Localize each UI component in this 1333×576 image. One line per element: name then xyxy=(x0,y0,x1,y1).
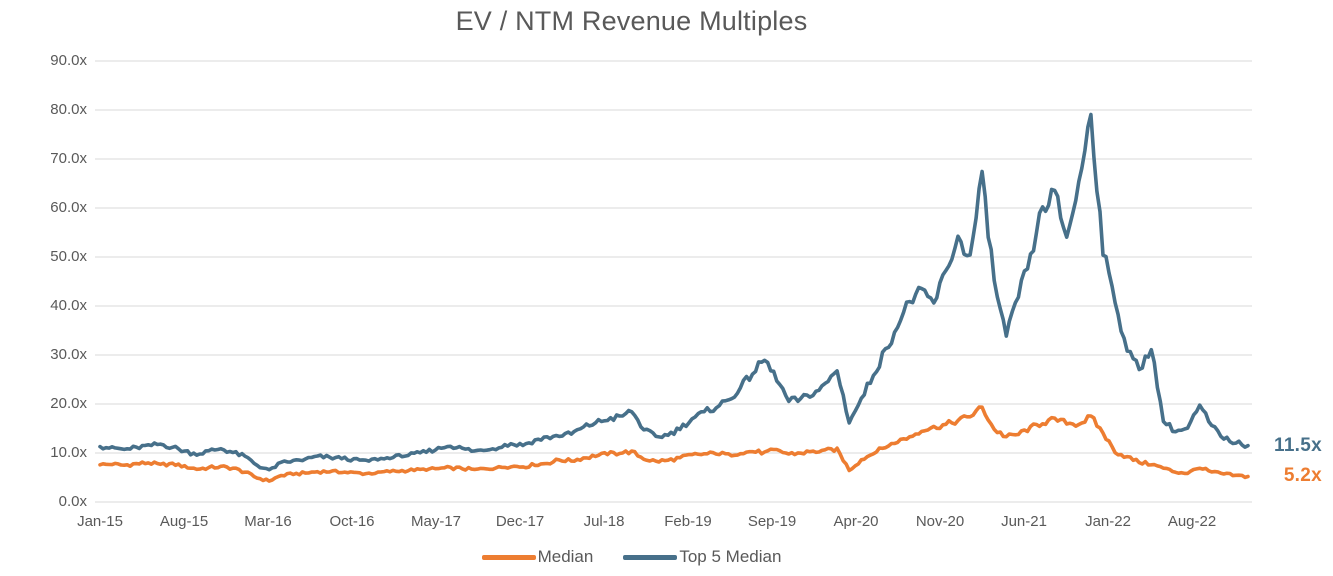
top5-median-end-value-label: 11.5x xyxy=(1274,435,1322,456)
legend-label-top5-median: Top 5 Median xyxy=(679,547,782,566)
legend-item-median: Median xyxy=(481,547,594,567)
y-axis-tick: 0.0x xyxy=(58,493,87,510)
y-axis-tick: 70.0x xyxy=(50,150,87,167)
x-axis-tick: Jul-18 xyxy=(583,513,625,530)
y-axis-tick: 30.0x xyxy=(50,346,87,363)
chart-title: EV / NTM Revenue Multiples xyxy=(455,6,808,36)
y-axis-tick: 50.0x xyxy=(50,248,87,265)
top5-median-series-line xyxy=(98,112,1250,472)
y-axis-tick: 90.0x xyxy=(50,52,87,69)
x-axis-tick: May-17 xyxy=(410,513,462,530)
y-axis-tick: 80.0x xyxy=(50,101,87,118)
x-axis-tick: Feb-19 xyxy=(664,513,712,530)
y-axis-tick: 40.0x xyxy=(50,297,87,314)
x-axis-tick: Sep-19 xyxy=(747,513,797,530)
x-axis-tick: Oct-16 xyxy=(329,513,375,530)
y-axis-tick: 60.0x xyxy=(50,199,87,216)
y-axis-tick: 20.0x xyxy=(50,395,87,412)
median-end-value-label: 5.2x xyxy=(1283,465,1322,486)
x-axis-tick: Apr-20 xyxy=(833,513,879,530)
x-axis-tick: Jun-21 xyxy=(1001,513,1047,530)
x-axis-tick: Nov-20 xyxy=(915,513,965,530)
median-line-swatch-icon xyxy=(481,554,536,560)
x-axis-tick: Mar-16 xyxy=(244,513,292,530)
legend-item-top5-median: Top 5 Median xyxy=(623,547,781,567)
legend-label-median: Median xyxy=(537,547,594,566)
x-axis-tick: Jan-15 xyxy=(77,513,123,530)
median-series-line xyxy=(98,405,1250,483)
x-axis-tick: Aug-22 xyxy=(1167,513,1217,530)
y-axis-tick: 10.0x xyxy=(50,444,87,461)
top5-median-line-swatch-icon xyxy=(623,554,678,560)
x-axis-tick: Dec-17 xyxy=(495,513,545,530)
chart-legend: Median Top 5 Median xyxy=(0,546,1263,568)
x-axis-tick: Aug-15 xyxy=(159,513,209,530)
x-axis-tick: Jan-22 xyxy=(1085,513,1131,530)
